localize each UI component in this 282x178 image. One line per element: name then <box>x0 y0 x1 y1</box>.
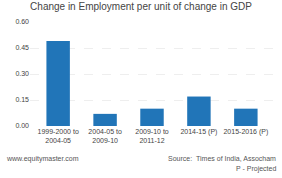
svg-text:Change in Employment per unit: Change in Employment per unit of change … <box>30 1 252 12</box>
svg-text:0.15: 0.15 <box>15 96 29 103</box>
svg-text:www.equitymaster.com: www.equitymaster.com <box>6 155 79 163</box>
svg-text:P - Projected: P - Projected <box>236 165 276 173</box>
svg-text:2004-05 to2009-10: 2004-05 to2009-10 <box>88 128 122 144</box>
svg-text:2015-2016 (P): 2015-2016 (P) <box>223 128 268 136</box>
svg-text:0.00: 0.00 <box>15 122 29 129</box>
svg-text:Source: Times of India, Assoc: Source: Times of India, Assocham <box>168 155 276 162</box>
svg-text:2009-10 to2011-12: 2009-10 to2011-12 <box>135 128 169 144</box>
svg-text:0.45: 0.45 <box>15 44 29 51</box>
svg-text:0.60: 0.60 <box>15 18 29 25</box>
svg-text:0.30: 0.30 <box>15 70 29 77</box>
svg-text:1999-2000 to2004-05: 1999-2000 to2004-05 <box>38 128 79 144</box>
svg-text:2014-15 (P): 2014-15 (P) <box>180 128 217 136</box>
